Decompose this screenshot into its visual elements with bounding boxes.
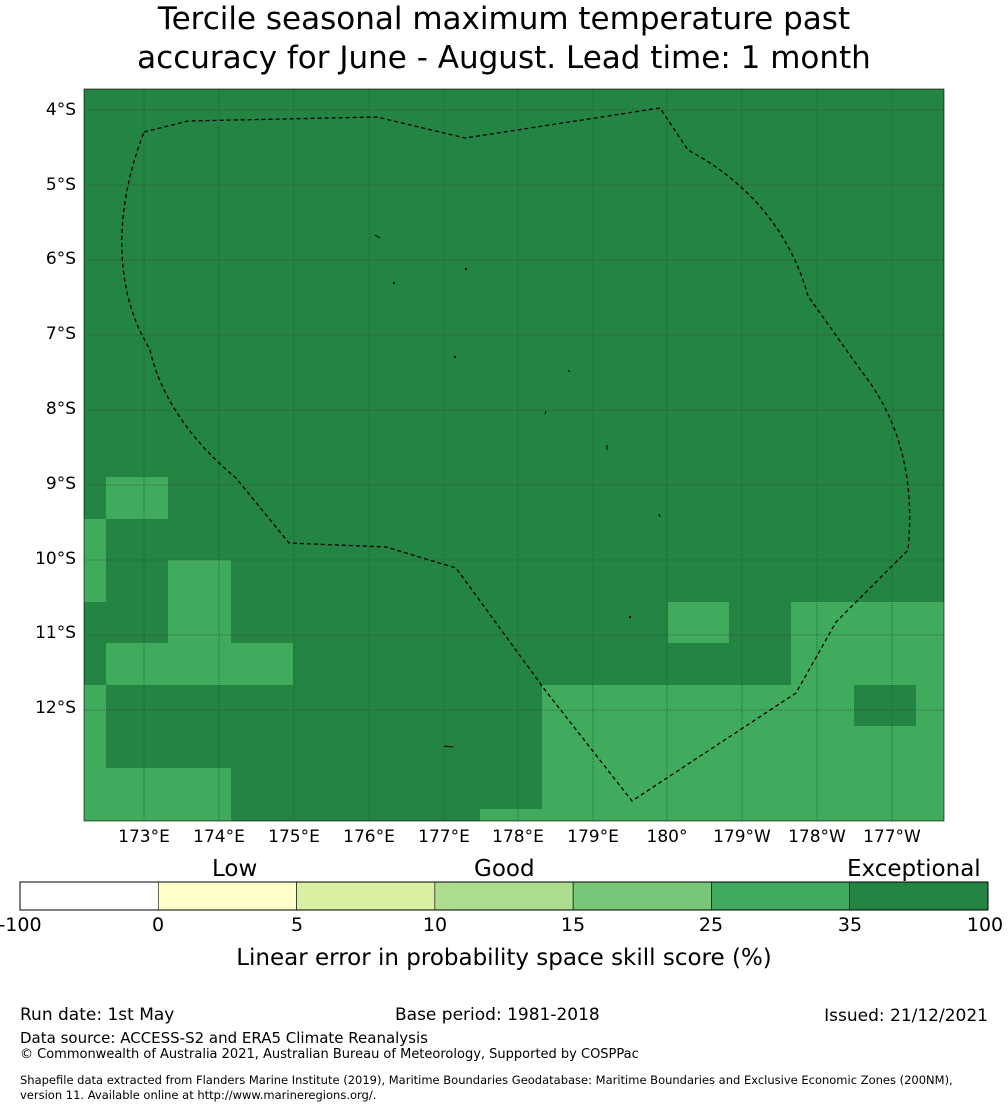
lat-label-11s: 11°S — [35, 623, 76, 643]
lon-label-173e: 173°E — [118, 827, 170, 847]
legend-title: Linear error in probability space skill … — [236, 945, 772, 971]
copyright-notice: © Commonwealth of Australia 2021, Austra… — [20, 1047, 639, 1062]
colorbar-frame — [19, 881, 989, 911]
lat-label-4s: 4°S — [45, 100, 76, 120]
lon-label-175e: 175°E — [268, 827, 320, 847]
colorbar-segment — [849, 881, 989, 911]
lat-label-10s: 10°S — [35, 549, 76, 569]
colorbar-segment — [157, 881, 297, 911]
issued-date: Issued: 21/12/2021 — [824, 1006, 988, 1026]
lon-label-178e: 178°E — [492, 827, 544, 847]
legend-tick-label: 0 — [151, 914, 165, 936]
legend-tick-label: 15 — [560, 914, 586, 936]
colorbar-segment — [711, 881, 851, 911]
patch — [84, 519, 106, 602]
eez-boundary — [121, 107, 911, 802]
shapefile-credit-line-2: version 11. Available online at http://w… — [20, 1088, 377, 1102]
lon-label-177w: 177°W — [863, 827, 921, 847]
lat-label-12s: 12°S — [35, 698, 76, 718]
legend-tick-label: 5 — [290, 914, 304, 936]
lon-label-180: 180° — [646, 827, 688, 847]
shapefile-credit-line-1: Shapefile data extracted from Flanders M… — [20, 1073, 953, 1087]
patch — [168, 560, 231, 643]
lat-label-5s: 5°S — [45, 175, 76, 195]
lat-label-7s: 7°S — [45, 324, 76, 344]
lon-label-177e: 177°E — [418, 827, 470, 847]
lon-label-174e: 174°E — [193, 827, 245, 847]
colorbar-segment — [572, 881, 712, 911]
base-period: Base period: 1981-2018 — [395, 1005, 600, 1025]
patch — [106, 643, 293, 685]
legend-category-exceptional: Exceptional — [847, 856, 981, 882]
legend-tick-label: -100 — [0, 914, 42, 936]
patch — [106, 477, 168, 519]
lon-label-179e: 179°E — [567, 827, 619, 847]
legend-tick-label: 25 — [698, 914, 724, 936]
lon-label-179w: 179°W — [713, 827, 771, 847]
map-title-line-2: accuracy for June - August. Lead time: 1… — [137, 40, 871, 76]
colorbar-segment — [434, 881, 574, 911]
lat-label-6s: 6°S — [45, 249, 76, 269]
colorbar-segment — [296, 881, 436, 911]
islands — [374, 234, 661, 748]
lat-label-8s: 8°S — [45, 399, 76, 419]
lon-label-176e: 176°E — [343, 827, 395, 847]
map-title-line-1: Tercile seasonal maximum temperature pas… — [157, 1, 851, 37]
patch — [106, 768, 231, 821]
legend-category-low: Low — [212, 856, 258, 882]
patch — [668, 602, 729, 643]
legend-category-good: Good — [474, 856, 535, 882]
patch — [791, 602, 944, 685]
legend-tick-label: 100 — [966, 914, 1004, 936]
colorbar — [19, 881, 989, 911]
patch — [480, 809, 542, 821]
lat-label-9s: 9°S — [45, 474, 76, 494]
legend-tick-label: 35 — [837, 914, 863, 936]
data-source: Data source: ACCESS-S2 and ERA5 Climate … — [20, 1029, 428, 1047]
patch — [84, 685, 106, 821]
gridlines — [84, 89, 944, 821]
legend-tick-label: 10 — [422, 914, 448, 936]
colorbar-segment — [19, 881, 159, 911]
category-35-100-patch — [854, 685, 916, 726]
run-date: Run date: 1st May — [20, 1005, 175, 1025]
lon-label-178w: 178°W — [788, 827, 846, 847]
map-frame — [83, 88, 945, 822]
map-title: Tercile seasonal maximum temperature pas… — [0, 0, 1008, 78]
